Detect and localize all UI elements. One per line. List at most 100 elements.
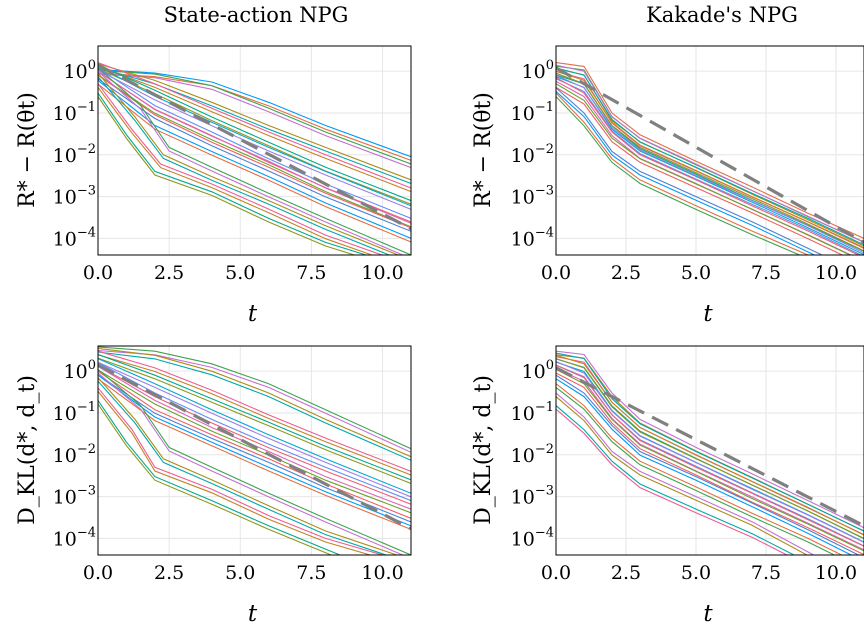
series-line [556, 352, 864, 532]
x-tick-label: 5.0 [225, 262, 255, 284]
y-axis-label: D_KL(d*, d_t) [471, 375, 496, 525]
series-line [556, 86, 844, 255]
x-tick-label: 2.5 [611, 262, 641, 284]
chart-panel-1: 0.0 2.5 5.0 7.5 10.0 100 10−1 10−2 10−3 10−4 t R* −… [471, 45, 864, 327]
x-tick-label: 5.0 [681, 562, 711, 584]
x-tick-label: 2.5 [154, 562, 184, 584]
series-line [556, 64, 864, 243]
y-tick-label: 10−3 [53, 484, 96, 509]
series-line [98, 391, 373, 555]
series-line [556, 78, 863, 255]
x-tick-label: 7.5 [751, 262, 781, 284]
reference-line [98, 63, 411, 231]
x-tick-label: 2.5 [611, 562, 641, 584]
y-tick-label: 10−1 [511, 400, 554, 425]
y-tick-label: 100 [64, 358, 96, 383]
y-tick-label: 100 [522, 58, 554, 83]
series-line [556, 368, 864, 552]
series-line [556, 405, 795, 555]
series-line [98, 387, 383, 555]
series-line [98, 374, 411, 527]
series-line [98, 365, 411, 505]
series-line [98, 64, 411, 202]
series-line [556, 374, 859, 555]
series-line [98, 372, 404, 555]
series-line [556, 62, 864, 239]
x-tick-label: 10.0 [361, 562, 403, 584]
series-line [98, 380, 388, 555]
series-line [98, 83, 384, 255]
series-line [556, 96, 801, 255]
series-line [98, 62, 411, 189]
series-line [98, 365, 411, 510]
series-line [98, 378, 411, 530]
x-tick-label: 5.0 [225, 562, 255, 584]
reference-line [556, 66, 864, 244]
panels: 0.0 2.5 5.0 7.5 10.0 100 10−1 10−2 10−3 10−4 t R* −… [15, 45, 864, 627]
plot-frame [97, 345, 412, 556]
x-axis-label: t [248, 301, 258, 327]
series-line [98, 92, 368, 255]
y-tick-label: 10−3 [511, 484, 554, 509]
series-line [556, 92, 809, 255]
series-line [98, 67, 411, 255]
series-line [98, 400, 341, 555]
plot-frame [97, 45, 412, 256]
series-group [556, 62, 864, 255]
series-line [556, 396, 809, 555]
series-line [98, 403, 333, 555]
series-line [556, 67, 864, 246]
y-axis-label: R* − R(θt) [15, 92, 40, 208]
series-line [556, 383, 842, 555]
series-line [98, 74, 411, 229]
y-tick-label: 10−3 [53, 184, 96, 209]
series-line [556, 72, 864, 252]
series-line [98, 69, 411, 210]
y-tick-label: 10−4 [53, 525, 96, 550]
series-line [98, 68, 411, 205]
series-line [556, 358, 864, 539]
series-line [98, 361, 411, 498]
series-line [98, 79, 411, 239]
y-tick-label: 10−2 [53, 142, 96, 167]
series-line [98, 350, 411, 472]
y-tick-label: 100 [522, 358, 554, 383]
x-tick-label: 10.0 [815, 262, 857, 284]
series-line [556, 354, 864, 536]
column-title-left: State-action NPG [164, 3, 349, 27]
chart-panel-0: 0.0 2.5 5.0 7.5 10.0 100 10−1 10−2 10−3 10−4 t R* −… [15, 45, 412, 327]
column-title-right: Kakade's NPG [646, 3, 798, 27]
series-line [556, 360, 864, 543]
x-tick-label: 5.0 [681, 262, 711, 284]
chart-panel-2: 0.0 2.5 5.0 7.5 10.0 100 10−1 10−2 10−3 10−4 t D_KL… [15, 345, 412, 627]
series-line [98, 72, 400, 255]
series-line [98, 362, 411, 502]
series-line [98, 369, 411, 514]
series-line [98, 368, 411, 555]
y-tick-label: 100 [64, 58, 96, 83]
series-line [98, 68, 411, 158]
series-group [98, 62, 411, 255]
series-line [98, 74, 411, 228]
series-line [556, 70, 864, 249]
y-tick-label: 10−1 [53, 100, 96, 125]
y-axis-label: R* − R(θt) [471, 92, 496, 208]
series-line [98, 65, 411, 193]
series-line [98, 347, 411, 458]
series-line [98, 70, 411, 224]
y-tick-label: 10−1 [511, 100, 554, 125]
series-line [98, 358, 411, 494]
series-line [98, 351, 411, 461]
x-tick-label: 0.0 [83, 262, 113, 284]
series-line [556, 90, 816, 255]
series-line [98, 87, 374, 255]
series-line [556, 74, 864, 254]
x-tick-label: 0.0 [541, 562, 571, 584]
y-tick-label: 10−4 [511, 225, 554, 250]
series-line [98, 63, 411, 181]
series-line [556, 87, 823, 255]
y-tick-label: 10−2 [511, 142, 554, 167]
series-line [98, 76, 391, 255]
series-line [98, 71, 404, 255]
series-line [98, 83, 411, 243]
